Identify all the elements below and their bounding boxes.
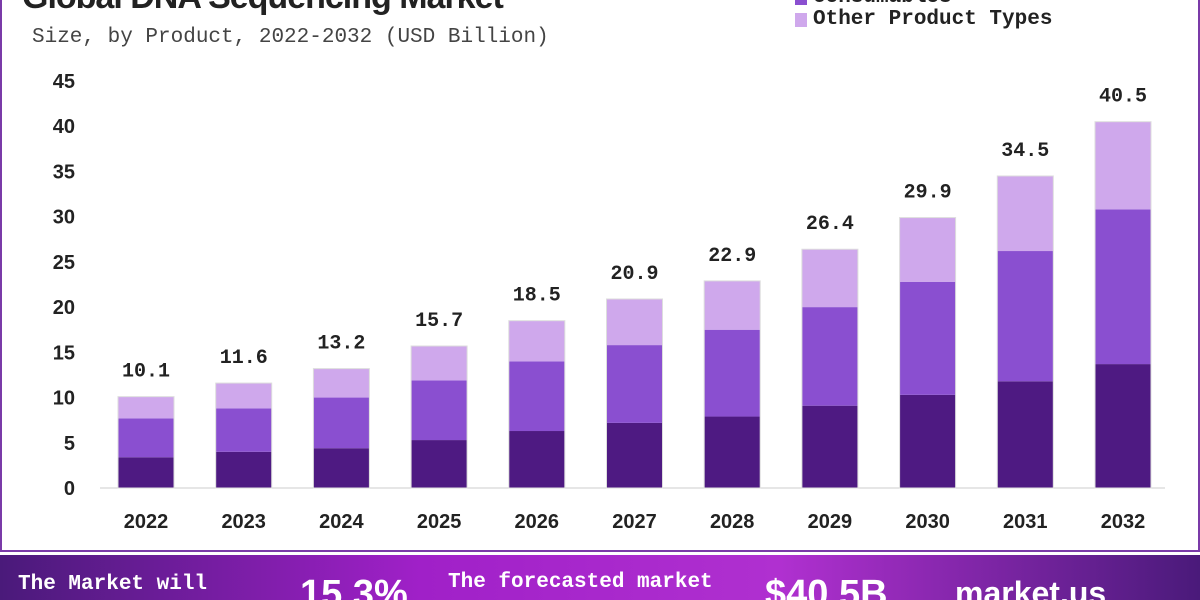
bar-segment [704, 280, 761, 330]
bar-segment [411, 440, 468, 488]
bar-outline [410, 345, 468, 489]
footer-banner: The Market will 15.3% The forecasted mar… [0, 555, 1200, 600]
bar-segment [313, 397, 370, 449]
y-tick-label: 25 [53, 252, 75, 274]
bar-outline [899, 217, 957, 489]
bar-segment [606, 298, 663, 346]
x-tick-label: 2028 [710, 511, 755, 533]
y-tick-label: 40 [53, 116, 75, 138]
x-tick-label: 2026 [515, 511, 560, 533]
bar-segment [508, 361, 565, 432]
bar-segment [313, 448, 370, 488]
bar-segment [215, 451, 272, 488]
bar-segment [411, 346, 468, 381]
x-tick-label: 2029 [808, 511, 853, 533]
chart-frame [0, 0, 1200, 552]
logo: market.us [955, 575, 1107, 600]
y-tick-label: 5 [64, 433, 75, 455]
bar-segment [997, 175, 1054, 252]
bar-segment [899, 217, 956, 282]
banner-cagr: 15.3% [300, 573, 408, 600]
bar-segment [801, 405, 858, 488]
total-label: 34.5 [1001, 140, 1049, 163]
legend-item-other: Other Product Types [795, 8, 1052, 31]
total-label: 29.9 [904, 182, 952, 205]
bar-outline [606, 298, 663, 489]
y-tick-label: 35 [53, 161, 75, 183]
bar-segment [801, 249, 858, 308]
bar-outline [215, 382, 273, 489]
bar-segment [997, 381, 1054, 488]
bar-outline [703, 280, 761, 489]
bar-segment [801, 307, 858, 406]
bar-segment [118, 396, 174, 419]
bar-segment [997, 251, 1054, 382]
bar-segment [508, 320, 565, 362]
banner-value: $40.5B [765, 573, 888, 600]
x-tick-label: 2025 [417, 511, 462, 533]
y-tick-label: 45 [53, 71, 75, 93]
bar-outline [1094, 121, 1152, 489]
bar-segment [1095, 364, 1151, 488]
y-tick-label: 0 [64, 478, 75, 500]
y-tick-label: 10 [53, 388, 75, 410]
bar-segment [704, 416, 761, 488]
bar-segment [118, 418, 174, 458]
bar-segment [606, 422, 663, 488]
legend-item-consumables: Consumables [795, 0, 952, 9]
y-tick-label: 20 [53, 297, 75, 319]
bar-segment [1095, 209, 1151, 365]
bar-segment [215, 383, 272, 409]
total-label: 22.9 [708, 245, 756, 268]
bar-chart: 05101520253035404510.1202211.6202313.220… [53, 71, 1165, 533]
bar-segment [215, 408, 272, 452]
x-tick-label: 2022 [124, 511, 169, 533]
bar-segment [508, 431, 565, 488]
bar-outline [508, 320, 566, 489]
bar-segment [899, 394, 956, 488]
bar-segment [313, 368, 370, 398]
chart-title: Global DNA Sequencing Market [22, 0, 504, 17]
banner-text-2: The forecasted market [448, 571, 713, 594]
bar-outline [312, 368, 370, 489]
bar-outline [117, 396, 175, 489]
total-label: 40.5 [1099, 86, 1147, 109]
x-tick-label: 2023 [221, 511, 266, 533]
y-tick-label: 15 [53, 342, 75, 364]
total-label: 11.6 [220, 347, 268, 370]
x-tick-label: 2032 [1101, 511, 1146, 533]
total-label: 18.5 [513, 285, 561, 308]
total-label: 20.9 [610, 263, 658, 286]
x-tick-label: 2030 [905, 511, 950, 533]
y-tick-label: 30 [53, 207, 75, 229]
bar-segment [411, 380, 468, 441]
bar-outline [801, 248, 859, 489]
total-label: 26.4 [806, 213, 854, 236]
bar-outline [996, 175, 1054, 489]
bar-segment [606, 345, 663, 423]
total-label: 13.2 [317, 333, 365, 356]
banner-text-1: The Market will [18, 573, 208, 596]
bar-segment [899, 281, 956, 395]
bar-segment [1095, 121, 1151, 210]
total-label: 15.7 [415, 310, 463, 333]
bar-segment [704, 329, 761, 417]
total-label: 10.1 [122, 361, 170, 384]
x-tick-label: 2031 [1003, 511, 1048, 533]
x-tick-label: 2024 [319, 511, 364, 533]
x-tick-label: 2027 [612, 511, 657, 533]
chart-subtitle: Size, by Product, 2022-2032 (USD Billion… [32, 26, 549, 49]
bar-segment [118, 457, 174, 488]
